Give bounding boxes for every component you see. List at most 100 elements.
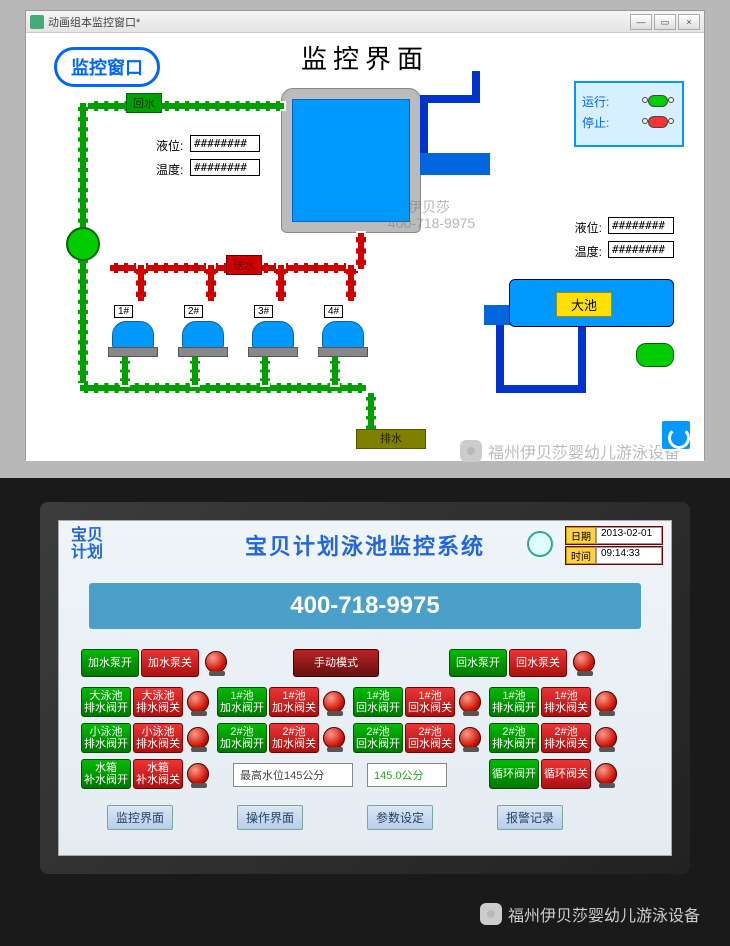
lamp-icon — [187, 727, 209, 749]
valve-button[interactable]: 大泳池 排水阀开 — [81, 687, 131, 717]
photo-frame: 宝贝计划 宝贝计划泳池监控系统 日期2013-02-01 时间09:14:33 … — [0, 478, 730, 946]
temperature-label-1: 温度: — [156, 161, 183, 178]
valve-running-icon — [640, 92, 676, 110]
lamp-icon — [595, 691, 617, 713]
valve-button[interactable]: 1#池 回水阀关 — [405, 687, 455, 717]
circ-valve-off[interactable]: 循环阀关 — [541, 759, 591, 789]
circulator-icon — [66, 227, 100, 261]
valve-button[interactable]: 2#池 加水阀关 — [269, 723, 319, 753]
valve-button[interactable]: 2#池 回水阀开 — [353, 723, 403, 753]
legend-stop-label: 停止: — [582, 114, 640, 131]
pump-3[interactable]: 3# — [248, 321, 298, 357]
app-icon — [30, 15, 44, 29]
pump-2[interactable]: 2# — [178, 321, 228, 357]
blue-block-1 — [420, 153, 490, 175]
pipe-blue — [578, 325, 586, 393]
photo-watermark: 福州伊贝莎婴幼儿游泳设备 — [480, 902, 700, 926]
pipe-red — [206, 263, 216, 303]
nav-params[interactable]: 参数设定 — [367, 805, 433, 830]
window-title: 动画组本监控窗口* — [48, 14, 140, 30]
monitor-bezel: 宝贝计划 宝贝计划泳池监控系统 日期2013-02-01 时间09:14:33 … — [40, 502, 690, 874]
liquid-level-value-1: ######## — [190, 135, 260, 152]
pipe-blue — [472, 71, 480, 103]
pipe-blue — [420, 95, 480, 103]
lamp-icon — [323, 727, 345, 749]
valve-button[interactable]: 1#池 排水阀关 — [541, 687, 591, 717]
pipe-red — [356, 231, 366, 271]
lamp-icon — [323, 691, 345, 713]
lamp-icon — [459, 727, 481, 749]
current-level-readout: 145.0公分 — [367, 763, 447, 787]
pipe-green — [260, 355, 270, 387]
valve-button[interactable]: 2#池 排水阀开 — [489, 723, 539, 753]
valve-button[interactable]: 1#池 加水阀关 — [269, 687, 319, 717]
tank-fill-off[interactable]: 水箱 补水阀关 — [133, 759, 183, 789]
pipe-red — [136, 263, 146, 303]
manual-mode[interactable]: 手动模式 — [293, 649, 379, 677]
date-value: 2013-02-01 — [596, 527, 662, 544]
phone-banner: 400-718-9975 — [89, 583, 641, 629]
pipe-red — [346, 263, 356, 303]
watermark-phone: 400-718-9975 — [388, 215, 475, 231]
wechat-icon — [460, 440, 482, 462]
temperature-value-1: ######## — [190, 159, 260, 176]
pump-4[interactable]: 4# — [318, 321, 368, 357]
legend-box: 运行: 停止: — [574, 81, 684, 147]
valve-button[interactable]: 大泳池 排水阀关 — [133, 687, 183, 717]
valve-button[interactable]: 2#池 加水阀开 — [217, 723, 267, 753]
return-pump-on[interactable]: 回水泵开 — [449, 649, 507, 677]
pipe-blue — [420, 95, 428, 155]
touchscreen: 宝贝计划 宝贝计划泳池监控系统 日期2013-02-01 时间09:14:33 … — [58, 520, 672, 856]
nav-monitor[interactable]: 监控界面 — [107, 805, 173, 830]
temperature-label-2: 温度: — [575, 243, 602, 260]
nav-operate[interactable]: 操作界面 — [237, 805, 303, 830]
minimize-button[interactable]: — — [630, 14, 652, 30]
valve-button[interactable]: 小泳池 排水阀开 — [81, 723, 131, 753]
lamp-icon — [187, 691, 209, 713]
nav-alarm[interactable]: 报警记录 — [497, 805, 563, 830]
max-level-readout: 最高水位145公分 — [233, 763, 353, 787]
lamp-icon — [459, 691, 481, 713]
tank-fill-on[interactable]: 水箱 补水阀开 — [81, 759, 131, 789]
fill-pump-off[interactable]: 加水泵关 — [141, 649, 199, 677]
pool-pump-icon — [636, 343, 674, 367]
pipe-green — [120, 355, 130, 387]
temperature-value-2: ######## — [608, 241, 674, 258]
pipe-green — [78, 101, 286, 111]
control-grid: 加水泵开 加水泵关 手动模式 回水泵开 回水泵关 大泳池 排水阀开 大泳池 排水… — [77, 649, 653, 815]
liquid-level-value-2: ######## — [608, 217, 674, 234]
liquid-level-label-1: 液位: — [156, 137, 183, 154]
valve-stopped-icon — [640, 113, 676, 131]
refresh-button[interactable] — [660, 419, 692, 451]
valve-button[interactable]: 1#池 加水阀开 — [217, 687, 267, 717]
datetime-box: 日期2013-02-01 时间09:14:33 — [565, 525, 663, 566]
pump-1[interactable]: 1# — [108, 321, 158, 357]
liquid-level-label-2: 液位: — [575, 219, 602, 236]
big-pool: 大池 — [509, 279, 674, 327]
valve-button[interactable]: 2#池 排水阀关 — [541, 723, 591, 753]
valve-button[interactable]: 小泳池 排水阀关 — [133, 723, 183, 753]
clock-icon — [527, 531, 553, 557]
monitor-badge: 监控窗口 — [54, 47, 160, 87]
titlebar: 动画组本监控窗口* — ▭ × — [26, 11, 704, 33]
valve-button[interactable]: 2#池 回水阀关 — [405, 723, 455, 753]
pipe-green — [330, 355, 340, 387]
valve-button[interactable]: 1#池 排水阀开 — [489, 687, 539, 717]
fill-pump-on[interactable]: 加水泵开 — [81, 649, 139, 677]
pipe-green — [190, 355, 200, 387]
return-pump-off[interactable]: 回水泵关 — [509, 649, 567, 677]
close-button[interactable]: × — [678, 14, 700, 30]
legend-run-label: 运行: — [582, 93, 640, 110]
supply-water-tag: 送水 — [226, 255, 262, 275]
lamp-icon — [205, 651, 227, 673]
circ-valve-on[interactable]: 循环阀开 — [489, 759, 539, 789]
maximize-button[interactable]: ▭ — [654, 14, 676, 30]
lamp-icon — [187, 763, 209, 785]
valve-button[interactable]: 1#池 回水阀开 — [353, 687, 403, 717]
lamp-icon — [595, 727, 617, 749]
scada-window: 动画组本监控窗口* — ▭ × 监控界面 监控窗口 运行: 停止: 液位: ##… — [25, 10, 705, 460]
drain-tag: 排水 — [356, 429, 426, 449]
pool-label: 大池 — [556, 292, 612, 317]
scada-canvas: 监控界面 监控窗口 运行: 停止: 液位: ######## 温度: #####… — [26, 33, 704, 461]
wechat-icon — [480, 903, 502, 925]
